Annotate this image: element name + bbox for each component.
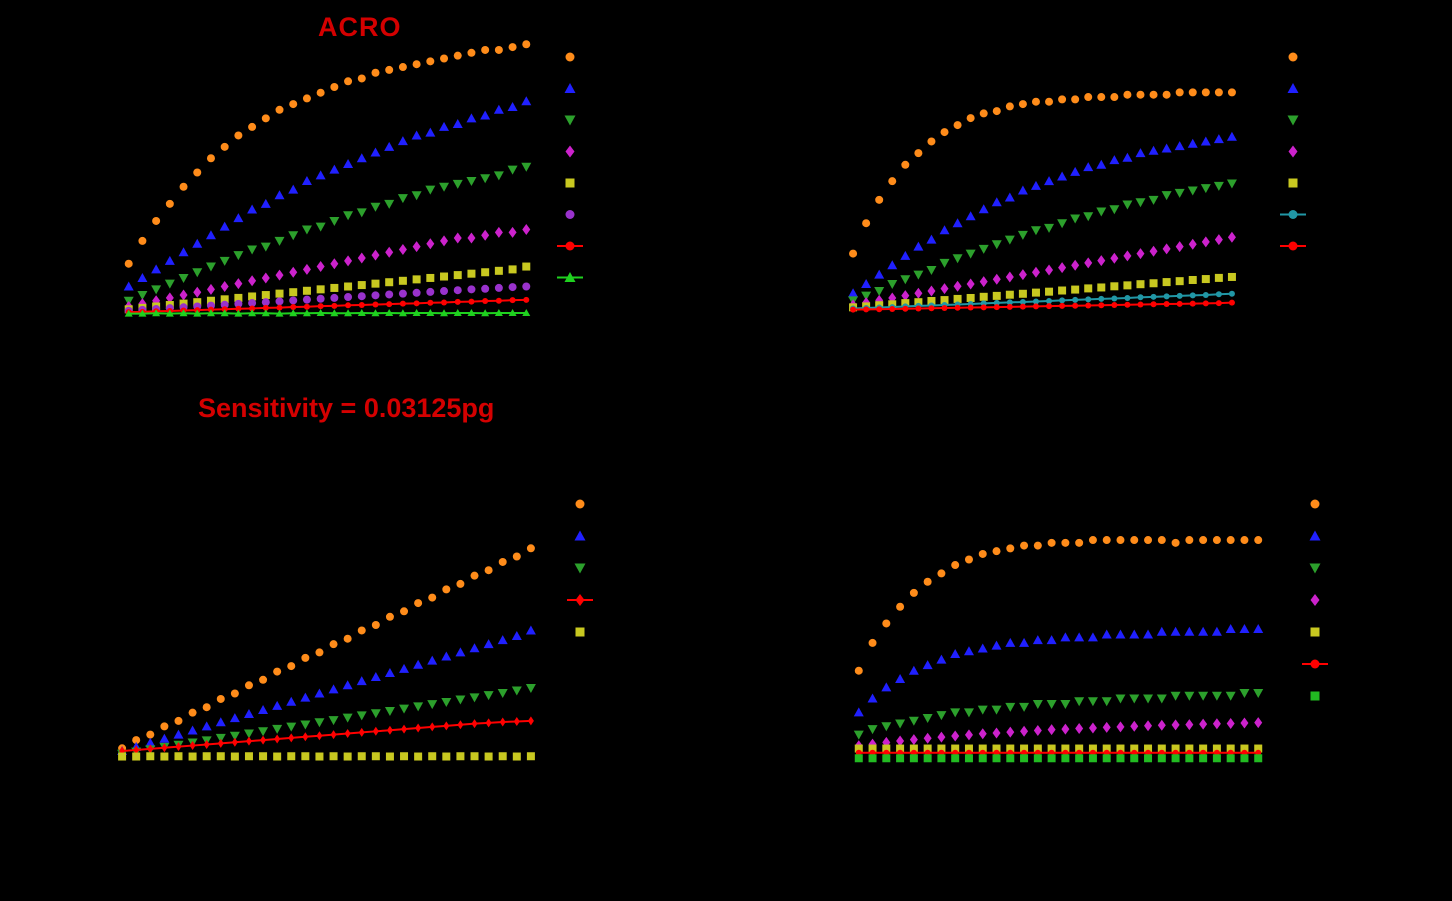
sensitivity-annotation: Sensitivity = 0.03125pg xyxy=(198,393,495,423)
series-red-line-diamonds xyxy=(119,716,534,756)
chart-bottom-right xyxy=(800,460,1380,800)
series-green-triangles-down xyxy=(123,162,532,306)
series-orange-circles xyxy=(849,88,1236,258)
chart-top-left xyxy=(90,0,650,345)
bottom-right-plot-canvas xyxy=(853,499,1328,763)
bottom-right-legend xyxy=(1302,499,1328,701)
series-green-line-triangles xyxy=(124,309,531,317)
series-green-squares xyxy=(854,754,1263,763)
bottom-left-legend xyxy=(567,499,593,637)
series-yellow-squares xyxy=(854,744,1263,753)
series-red-line-circles xyxy=(855,749,1262,756)
series-orange-circles xyxy=(854,536,1263,675)
series-blue-triangles-up xyxy=(123,96,532,291)
series-yellow-squares xyxy=(118,752,535,761)
chart-top-right xyxy=(800,0,1360,345)
series-magenta-diamonds xyxy=(849,231,1236,311)
top-left-plot-canvas xyxy=(123,40,583,317)
top-right-plot-canvas xyxy=(848,52,1306,313)
series-green-triangles-down xyxy=(848,179,1237,306)
series-blue-triangles-up xyxy=(853,624,1264,717)
chart-bottom-left xyxy=(90,460,650,800)
top-right-legend xyxy=(1280,52,1306,251)
bottom-left-plot-canvas xyxy=(117,499,593,761)
top-left-legend xyxy=(557,52,583,282)
series-red-line-circles xyxy=(850,299,1235,313)
series-magenta-diamonds xyxy=(124,224,531,312)
series-orange-circles xyxy=(124,40,531,268)
series-blue-triangles-up xyxy=(848,131,1237,298)
series-green-triangles-down xyxy=(853,688,1264,740)
chart-title-acro: ACRO xyxy=(318,12,402,42)
series-green-triangles-down xyxy=(117,684,536,759)
